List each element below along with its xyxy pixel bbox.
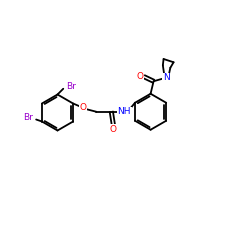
Text: NH: NH [118, 107, 131, 116]
Text: Br: Br [23, 113, 33, 122]
Text: O: O [79, 104, 86, 112]
Text: O: O [136, 72, 143, 81]
Text: O: O [110, 125, 117, 134]
Text: N: N [163, 73, 170, 82]
Text: Br: Br [66, 82, 76, 91]
